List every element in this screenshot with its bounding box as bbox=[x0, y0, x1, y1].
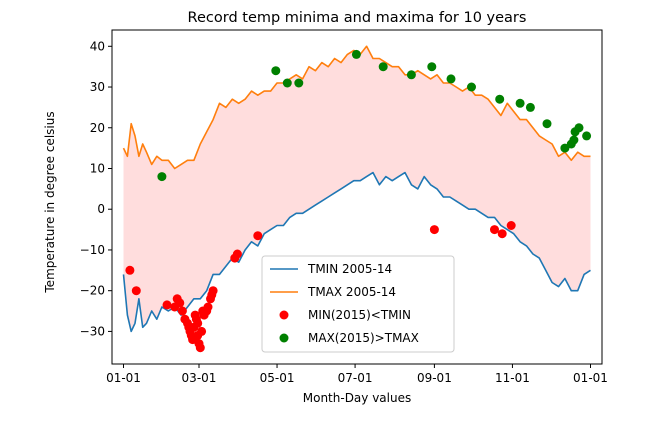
legend-swatch-min2015 bbox=[279, 310, 289, 320]
x-axis-ticks: 01-01 03-01 05-01 07-01 09-01 11-01 01-01 bbox=[106, 364, 608, 385]
x-axis-label: Month-Day values bbox=[303, 391, 411, 405]
max2015-point bbox=[446, 74, 456, 84]
legend-swatch-max2015 bbox=[279, 333, 289, 343]
plot-area bbox=[122, 45, 592, 353]
max2015-point bbox=[294, 78, 304, 88]
x-tick-label: 07-01 bbox=[338, 371, 373, 385]
fill-between-band bbox=[123, 46, 591, 332]
min2015-point bbox=[208, 286, 218, 296]
x-tick-label: 11-01 bbox=[495, 371, 530, 385]
min2015-point bbox=[429, 225, 439, 235]
min2015-point bbox=[131, 286, 141, 296]
max2015-point bbox=[525, 102, 535, 112]
y-tick-label: −10 bbox=[80, 243, 105, 257]
legend-label-tmax: TMAX 2005-14 bbox=[307, 285, 396, 299]
min2015-point bbox=[175, 298, 185, 308]
scatter-layer bbox=[125, 49, 592, 353]
min2015-point bbox=[197, 326, 207, 336]
max2015-point bbox=[157, 172, 167, 182]
max2015-point bbox=[351, 49, 361, 59]
min2015-point bbox=[232, 249, 242, 259]
min2015-point bbox=[162, 300, 172, 310]
y-tick-label: 30 bbox=[90, 80, 105, 94]
max2015-point bbox=[582, 131, 592, 141]
max2015-point bbox=[560, 143, 570, 153]
min2015-point bbox=[506, 221, 516, 230]
min2015-point bbox=[490, 225, 499, 235]
y-tick-label: 10 bbox=[90, 161, 105, 175]
tmax-line bbox=[122, 45, 591, 170]
min2015-point bbox=[193, 318, 203, 328]
max2015-point bbox=[378, 62, 388, 72]
max2015-point bbox=[271, 66, 281, 76]
y-tick-label: 20 bbox=[90, 121, 105, 135]
legend-label-tmin: TMIN 2005-14 bbox=[307, 262, 392, 276]
x-tick-label: 09-01 bbox=[417, 371, 452, 385]
y-tick-label: 40 bbox=[90, 39, 105, 53]
max2015-point bbox=[574, 123, 584, 133]
max2015-point bbox=[515, 98, 525, 108]
max2015-point bbox=[282, 78, 292, 88]
x-tick-label: 05-01 bbox=[260, 371, 295, 385]
x-tick-label: 01-01 bbox=[573, 371, 608, 385]
chart-title: Record temp minima and maxima for 10 yea… bbox=[188, 10, 527, 26]
y-axis-label: Temperature in degree celsius bbox=[43, 111, 57, 293]
legend: TMIN 2005-14 TMAX 2005-14 MIN(2015)<TMIN… bbox=[261, 255, 455, 353]
x-tick-label: 01-01 bbox=[106, 371, 141, 385]
max2015-point bbox=[495, 94, 505, 104]
y-tick-label: 0 bbox=[97, 202, 105, 216]
max2015-point bbox=[467, 82, 476, 92]
min2015-point bbox=[203, 302, 213, 312]
max2015-point bbox=[427, 62, 437, 72]
max2015-point bbox=[406, 70, 416, 80]
min2015-point bbox=[125, 265, 135, 275]
legend-box bbox=[261, 255, 455, 353]
min2015-point bbox=[253, 231, 263, 241]
max2015-point bbox=[542, 119, 552, 129]
min2015-point bbox=[195, 343, 205, 353]
min2015-point bbox=[497, 229, 507, 239]
min2015-point bbox=[177, 306, 187, 316]
x-tick-label: 03-01 bbox=[182, 371, 217, 385]
y-axis-ticks: −30 −20 −10 0 10 20 30 40 bbox=[80, 39, 112, 338]
legend-label-max2015: MAX(2015)>TMAX bbox=[308, 331, 419, 345]
y-tick-label: −20 bbox=[80, 284, 105, 298]
max2015-point bbox=[569, 135, 579, 145]
y-tick-label: −30 bbox=[80, 324, 105, 338]
axes-frame bbox=[111, 29, 603, 365]
legend-label-min2015: MIN(2015)<TMIN bbox=[308, 308, 411, 322]
